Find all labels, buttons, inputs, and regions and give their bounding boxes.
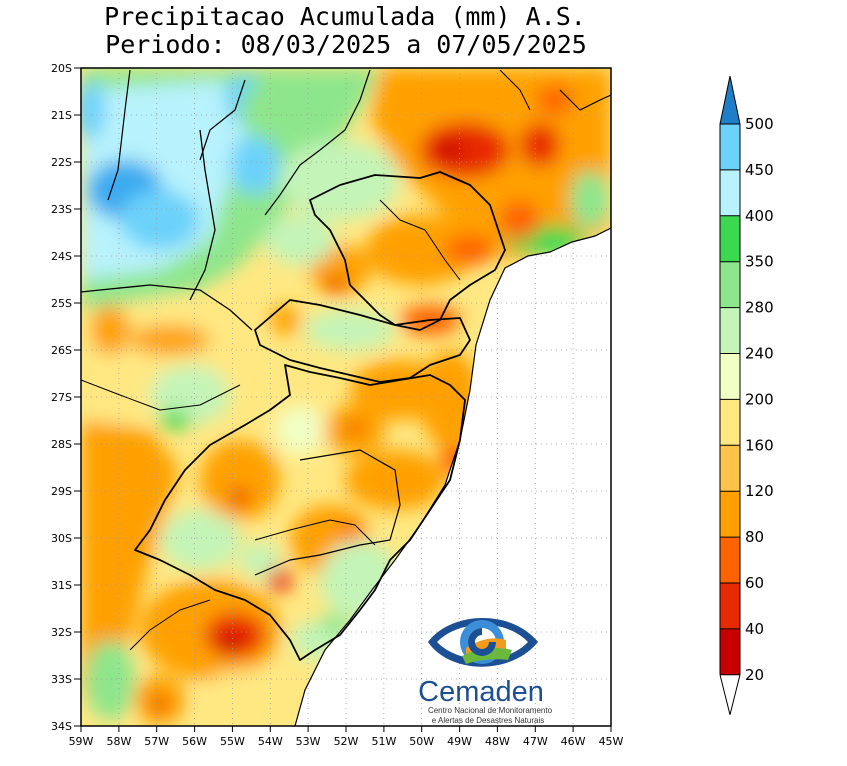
lon-axis xyxy=(80,726,612,732)
eye-icon xyxy=(428,617,538,667)
lat-label: 26S xyxy=(51,344,72,357)
legend-color-cell xyxy=(720,537,740,583)
legend-color-cell xyxy=(720,628,740,675)
legend-color-cell xyxy=(720,399,740,446)
legend-label: 80 xyxy=(745,528,764,546)
legend-color-cell xyxy=(720,169,740,216)
lon-label: 49W xyxy=(447,735,472,748)
legend-label: 40 xyxy=(745,620,764,638)
lat-label: 22S xyxy=(51,156,72,169)
legend-label: 200 xyxy=(745,390,774,408)
legend-color-cell xyxy=(720,215,740,262)
lon-label: 45W xyxy=(599,735,624,748)
legend-color-cell xyxy=(720,583,740,629)
lon-label: 57W xyxy=(144,735,169,748)
lon-label: 48W xyxy=(485,735,510,748)
legend-top-arrow xyxy=(720,76,740,124)
lon-label: 53W xyxy=(296,735,321,748)
lon-label: 55W xyxy=(220,735,245,748)
map-title-line2: Periodo: 08/03/2025 a 07/05/2025 xyxy=(105,30,587,59)
legend-label: 500 xyxy=(745,115,774,133)
legend-label: 400 xyxy=(745,207,774,225)
lon-label: 50W xyxy=(409,735,434,748)
lat-label: 23S xyxy=(51,203,72,216)
legend-color-cell xyxy=(720,353,740,400)
logo-subtitle-1: Centro Nacional de Monitoramento xyxy=(428,706,553,715)
lon-label: 51W xyxy=(371,735,396,748)
legend-label: 160 xyxy=(745,436,774,454)
lat-label: 30S xyxy=(51,532,72,545)
logo-subtitle-2: e Alertas de Desastres Naturais xyxy=(432,716,545,725)
legend-bottom-arrow xyxy=(719,674,741,715)
lat-label: 32S xyxy=(51,626,72,639)
lat-label: 25S xyxy=(51,297,72,310)
legend-colorbar: 20 40 60 80 120 160 200 240 280 350 400 450 500 xyxy=(719,75,774,715)
legend-label: 60 xyxy=(745,574,764,592)
legend-label: 280 xyxy=(745,299,774,317)
lon-label: 59W xyxy=(69,735,94,748)
lat-label: 34S xyxy=(51,720,72,733)
logo-name: Cemaden xyxy=(418,676,544,708)
map-plot-area xyxy=(81,68,611,726)
lat-label: 31S xyxy=(51,579,72,592)
lat-axis xyxy=(74,67,81,727)
lon-labels: 59W 58W 57W 56W 55W 54W 53W 52W 51W 50W … xyxy=(69,735,624,748)
legend-label: 20 xyxy=(745,666,764,684)
legend-label: 350 xyxy=(745,253,774,271)
lat-label: 20S xyxy=(51,62,72,75)
legend-color-cell xyxy=(720,124,740,170)
lon-label: 58W xyxy=(106,735,131,748)
lat-label: 24S xyxy=(51,250,72,263)
lat-label: 29S xyxy=(51,485,72,498)
lat-label: 21S xyxy=(51,109,72,122)
legend-color-cell xyxy=(720,307,740,354)
legend-color-cell xyxy=(720,445,740,492)
legend-color-cell xyxy=(720,491,740,538)
cemaden-logo: Cemaden Centro Nacional de Monitoramento… xyxy=(418,617,553,725)
lat-label: 27S xyxy=(51,391,72,404)
lon-label: 54W xyxy=(258,735,283,748)
legend-label: 120 xyxy=(745,482,774,500)
lon-label: 56W xyxy=(182,735,207,748)
graticule xyxy=(81,68,611,726)
lat-labels: 20S 21S 22S 23S 24S 25S 26S 27S 28S 29S … xyxy=(51,62,72,733)
lat-label: 33S xyxy=(51,673,72,686)
lon-label: 47W xyxy=(523,735,548,748)
lat-label: 28S xyxy=(51,438,72,451)
legend-label: 240 xyxy=(745,345,774,363)
lon-label: 52W xyxy=(334,735,359,748)
lon-label: 46W xyxy=(561,735,586,748)
coastline xyxy=(294,227,611,726)
map-title-line1: Precipitacao Acumulada (mm) A.S. xyxy=(104,2,586,31)
political-borders xyxy=(81,69,611,661)
legend-label: 450 xyxy=(745,161,774,179)
legend-color-cell xyxy=(720,261,740,308)
